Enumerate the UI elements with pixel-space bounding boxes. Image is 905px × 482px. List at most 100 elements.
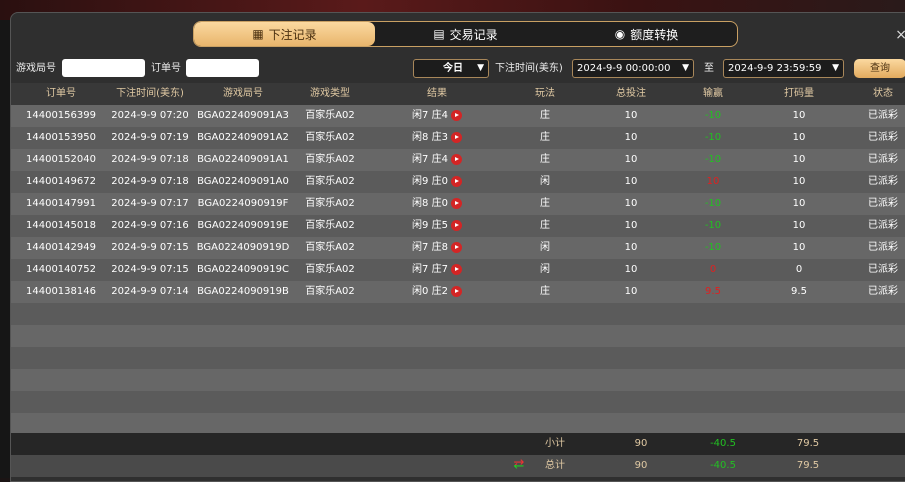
order-no-input[interactable] xyxy=(186,59,259,77)
bet-type-text: 庄 xyxy=(540,198,550,209)
game-no-cell: BGA0224090919F xyxy=(189,193,297,215)
status-cell: 已派彩 xyxy=(855,193,905,215)
column-header: 状态 xyxy=(873,88,893,99)
close-icon[interactable]: × xyxy=(895,27,905,43)
query-button[interactable]: 查询 xyxy=(854,59,905,78)
tab-credit-transfer[interactable]: ◉ 额度转换 xyxy=(614,27,679,42)
status-cell: 已派彩 xyxy=(855,105,905,127)
play-replay-icon[interactable] xyxy=(450,175,462,187)
order-no-cell: 14400156399 xyxy=(11,105,111,127)
bet-type-text: 闲 xyxy=(540,176,550,187)
game-no-input[interactable] xyxy=(62,59,145,77)
bet-type-cell: 庄 xyxy=(511,127,579,149)
play-replay-icon[interactable] xyxy=(450,131,462,143)
result-cell: 闲7 庄4 xyxy=(363,105,511,127)
game-no-cell: BGA022409091A3 xyxy=(189,105,297,127)
result-text: 闲9 庄0 xyxy=(412,176,448,187)
start-time-select[interactable]: 2024-9-9 00:00:00 ▼ xyxy=(572,59,694,78)
chevron-down-icon: ▼ xyxy=(682,63,689,73)
win-loss-cell: 9.5 xyxy=(683,281,743,303)
play-replay-icon[interactable] xyxy=(450,241,462,253)
valid-bet-cell: 9.5 xyxy=(743,281,855,303)
status-cell: 已派彩 xyxy=(855,149,905,171)
order-no-text: 14400138146 xyxy=(26,286,96,297)
valid-bet-text: 0 xyxy=(795,264,803,275)
total-bet-text: 10 xyxy=(624,198,638,209)
win-loss-cell: -10 xyxy=(683,127,743,149)
tab-transaction-records[interactable]: ▤ 交易记录 xyxy=(433,27,498,42)
win-loss-text: -10 xyxy=(704,110,722,121)
coins-icon: ◉ xyxy=(614,27,626,41)
total-bet-cell: 10 xyxy=(579,127,683,149)
win-loss-text: -10 xyxy=(704,132,722,143)
valid-bet-text: 10 xyxy=(792,132,806,143)
status-cell: 已派彩 xyxy=(855,171,905,193)
date-range-select[interactable]: 今日 ▼ xyxy=(413,59,489,78)
status-cell: 已派彩 xyxy=(855,127,905,149)
column-header: 游戏类型 xyxy=(310,88,350,99)
game-type-cell: 百家乐A02 xyxy=(297,193,363,215)
game-no-text: BGA022409091A2 xyxy=(197,132,289,143)
bet-time-text: 2024-9-9 07:19 xyxy=(111,132,189,143)
win-loss-text: -10 xyxy=(704,198,722,209)
game-no-text: BGA022409091A1 xyxy=(197,154,289,165)
bet-records-dialog: ▦下注记录 ▤交易记录 ◉额度转换 × 游戏局号 订单号 今日▼ 下注时间(美东… xyxy=(10,12,905,482)
refresh-icon[interactable]: ⇄ xyxy=(514,455,525,475)
column-header: 订单号 xyxy=(46,88,76,99)
end-time-select[interactable]: 2024-9-9 23:59:59 ▼ xyxy=(723,59,844,78)
win-loss-text: 10 xyxy=(706,176,720,187)
play-replay-icon[interactable] xyxy=(450,197,462,209)
total-bet-text: 10 xyxy=(624,154,638,165)
valid-bet-cell: 10 xyxy=(743,171,855,193)
total-bet-cell: 10 xyxy=(579,237,683,259)
play-replay-icon[interactable] xyxy=(450,153,462,165)
result-text: 闲0 庄2 xyxy=(412,286,448,297)
table-row: 14400156399 2024-9-9 07:20 BGA022409091A3 百… xyxy=(11,105,905,127)
bet-time-text: 2024-9-9 07:18 xyxy=(111,176,189,187)
win-loss-cell: 10 xyxy=(683,171,743,193)
order-no-cell: 14400142949 xyxy=(11,237,111,259)
order-no-cell: 14400147991 xyxy=(11,193,111,215)
bet-time-cell: 2024-9-9 07:15 xyxy=(111,259,189,281)
bet-type-cell: 闲 xyxy=(511,259,579,281)
total-bet-text: 10 xyxy=(624,264,638,275)
total-row: ⇄ 总计 90 -40.5 79.5 xyxy=(11,455,905,477)
order-no-text: 14400149672 xyxy=(26,176,96,187)
table-header: 订单号 下注时间(美东) 游戏局号 游戏类型 结果 玩法 总投注 输赢 打码量 状态 xyxy=(11,83,905,105)
order-no-cell: 14400145018 xyxy=(11,215,111,237)
total-valid: 79.5 xyxy=(796,460,820,471)
chevron-down-icon: ▼ xyxy=(477,63,484,73)
bet-time-cell: 2024-9-9 07:18 xyxy=(111,171,189,193)
result-cell: 闲7 庄7 xyxy=(363,259,511,281)
play-replay-icon[interactable] xyxy=(450,109,462,121)
game-no-label: 游戏局号 xyxy=(16,63,56,74)
play-replay-icon[interactable] xyxy=(450,219,462,231)
bet-type-cell: 庄 xyxy=(511,105,579,127)
order-no-text: 14400145018 xyxy=(26,220,96,231)
result-text: 闲8 庄0 xyxy=(412,198,448,209)
empty-row xyxy=(11,303,905,325)
play-replay-icon[interactable] xyxy=(450,285,462,297)
column-header: 下注时间(美东) xyxy=(116,88,184,99)
play-replay-icon[interactable] xyxy=(450,263,462,275)
order-no-text: 14400142949 xyxy=(26,242,96,253)
game-no-text: BGA0224090919E xyxy=(197,220,289,231)
win-loss-text: -10 xyxy=(704,154,722,165)
game-no-text: BGA0224090919C xyxy=(197,264,289,275)
bet-type-cell: 闲 xyxy=(511,171,579,193)
game-type-text: 百家乐A02 xyxy=(305,242,355,253)
tab-bet-records[interactable]: ▦ 下注记录 xyxy=(194,22,375,46)
bet-time-cell: 2024-9-9 07:16 xyxy=(111,215,189,237)
result-cell: 闲9 庄5 xyxy=(363,215,511,237)
game-no-text: BGA0224090919B xyxy=(197,286,289,297)
empty-row xyxy=(11,369,905,391)
order-no-label: 订单号 xyxy=(151,63,181,74)
order-no-cell: 14400153950 xyxy=(11,127,111,149)
table-row: 14400140752 2024-9-9 07:15 BGA0224090919C 百… xyxy=(11,259,905,281)
total-bet-text: 10 xyxy=(624,132,638,143)
game-type-text: 百家乐A02 xyxy=(305,286,355,297)
valid-bet-cell: 0 xyxy=(743,259,855,281)
game-no-cell: BGA0224090919B xyxy=(189,281,297,303)
game-no-cell: BGA0224090919D xyxy=(189,237,297,259)
game-type-text: 百家乐A02 xyxy=(305,132,355,143)
